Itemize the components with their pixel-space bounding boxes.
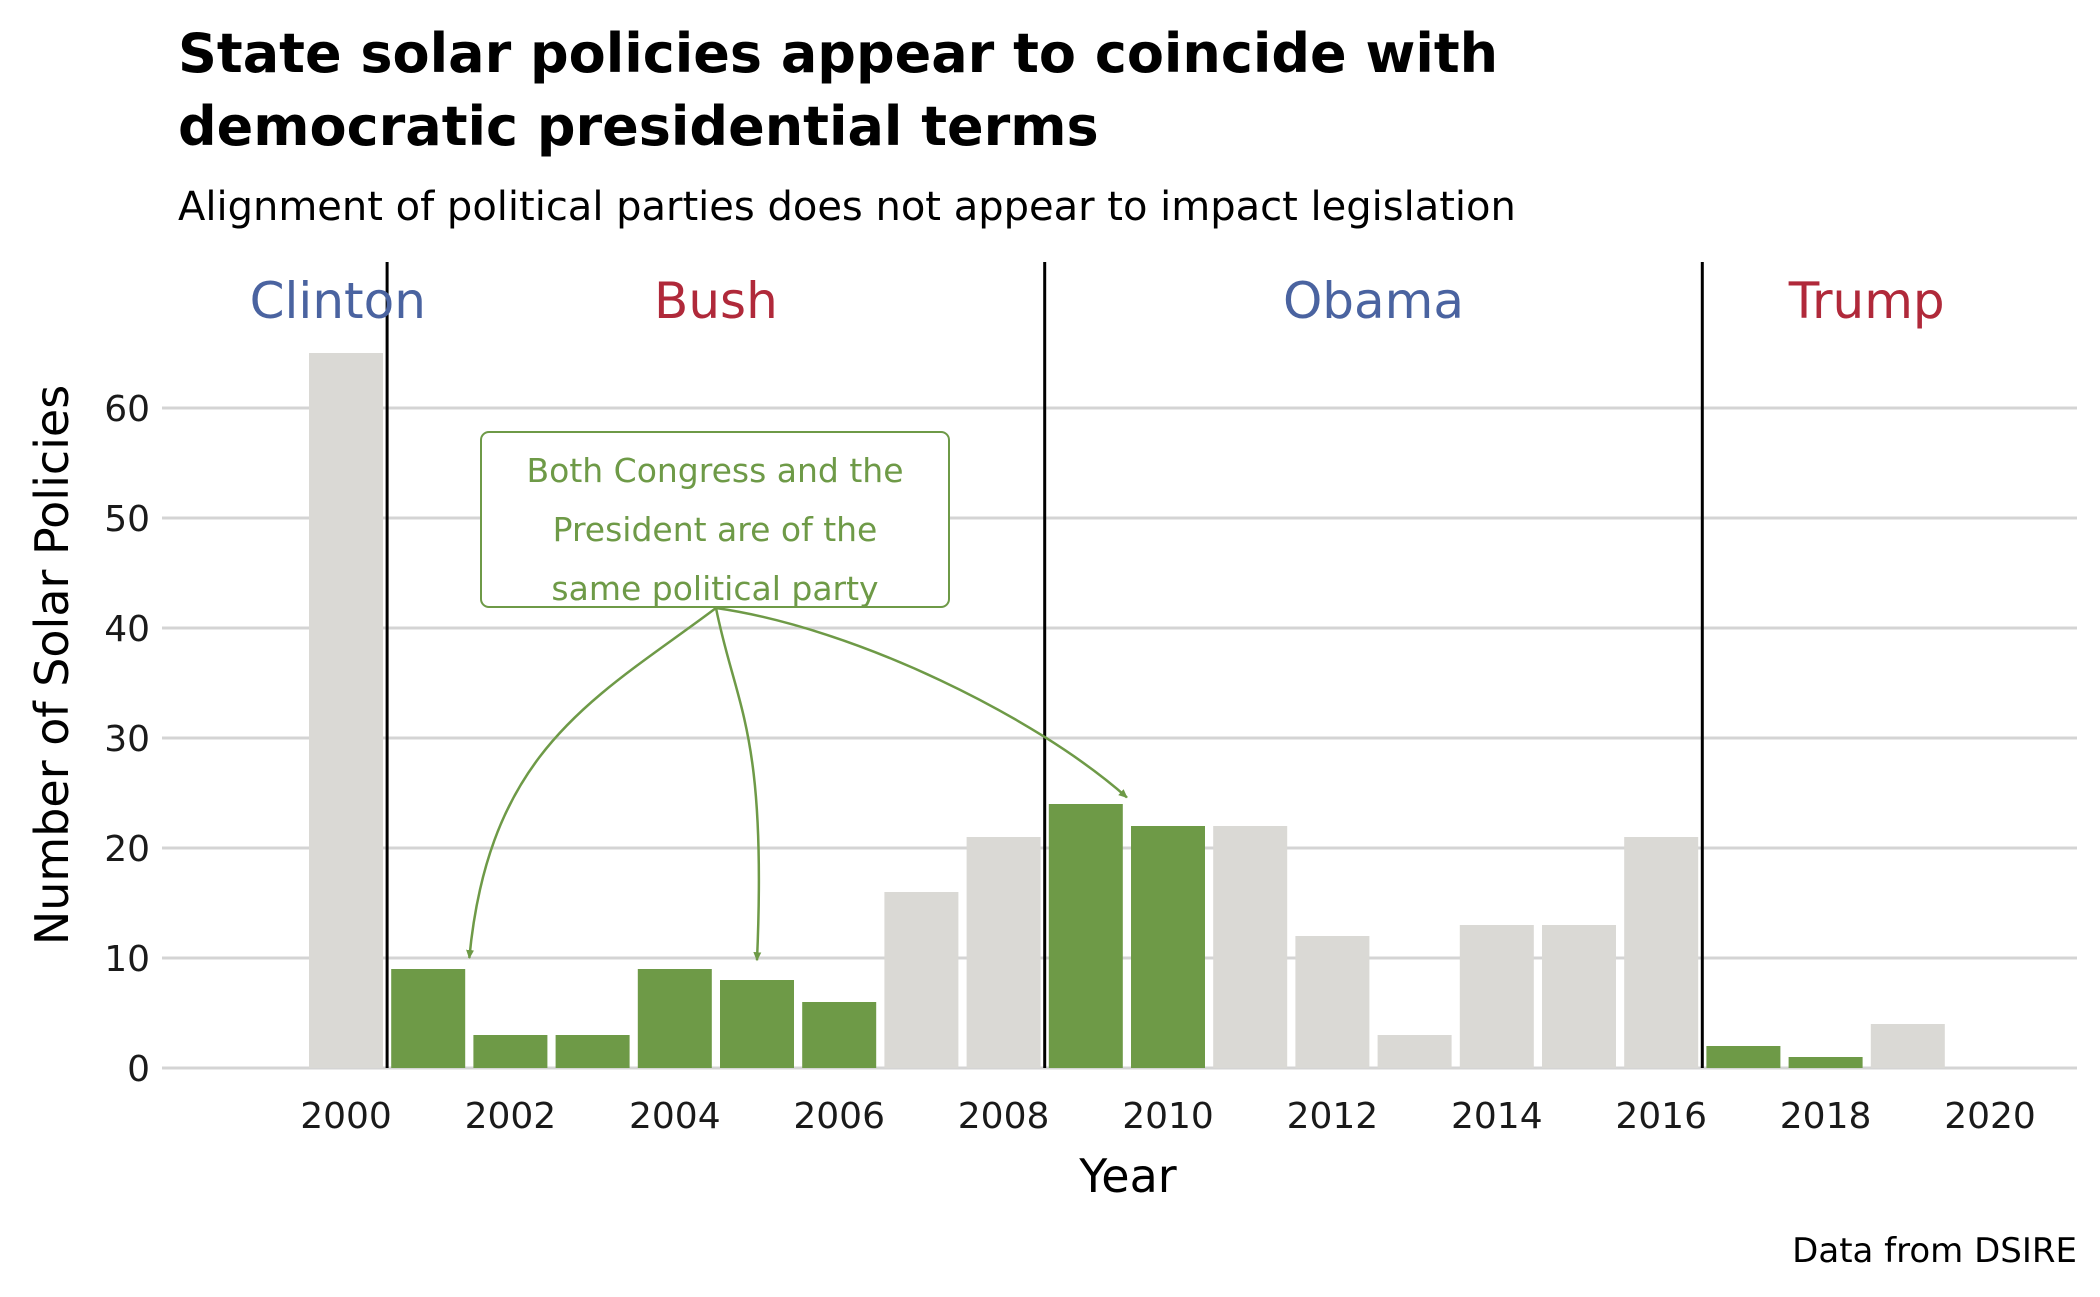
x-tick-label: 2000 <box>300 1096 392 1137</box>
x-tick-label: 2008 <box>958 1096 1050 1137</box>
y-tick-label: 10 <box>104 939 150 980</box>
x-tick-label: 2018 <box>1780 1096 1872 1137</box>
annotation-line: Both Congress and the <box>526 451 903 490</box>
bar <box>473 1035 548 1068</box>
term-label: Bush <box>654 272 778 330</box>
x-tick-label: 2006 <box>793 1096 885 1137</box>
y-tick-label: 60 <box>104 389 150 430</box>
bar <box>802 1002 877 1068</box>
y-tick-label: 50 <box>104 499 150 540</box>
annotation-arrow <box>466 606 717 959</box>
caption: Data from DSIRE <box>1792 1231 2077 1271</box>
chart-subtitle: Alignment of political parties does not … <box>178 184 1516 230</box>
bar <box>720 980 794 1068</box>
chart-title-line-2: democratic presidential terms <box>178 95 1099 158</box>
bar <box>1377 1035 1452 1068</box>
y-axis-ticks: 0 10 20 30 40 50 60 <box>104 389 150 1090</box>
bar <box>637 969 712 1068</box>
x-axis-ticks: 2000 2002 2004 2006 2008 2010 2012 2014 2016 2018… <box>300 1096 2036 1137</box>
bar <box>1788 1057 1863 1068</box>
bar <box>1459 925 1534 1068</box>
term-labels: Clinton Bush Obama Trump <box>250 272 1945 330</box>
bar <box>391 969 466 1068</box>
y-tick-label: 40 <box>104 609 150 650</box>
bar <box>1295 936 1370 1068</box>
x-tick-label: 2014 <box>1451 1096 1543 1137</box>
bar <box>1048 804 1123 1068</box>
y-tick-label: 20 <box>104 829 150 870</box>
term-label: Clinton <box>250 272 426 330</box>
bar <box>1131 826 1205 1068</box>
bars <box>309 353 1945 1068</box>
chart-title-line-1: State solar policies appear to coincide … <box>178 22 1498 85</box>
term-boundaries <box>385 262 1704 1068</box>
bar <box>1213 826 1288 1068</box>
x-tick-label: 2012 <box>1287 1096 1379 1137</box>
bar <box>1542 925 1616 1068</box>
bar <box>1870 1024 1945 1068</box>
y-tick-label: 30 <box>104 719 150 760</box>
x-tick-label: 2002 <box>465 1096 557 1137</box>
annotation: Both Congress and the President are of th… <box>466 431 1128 962</box>
annotation-arrow <box>715 606 1128 799</box>
bar <box>555 1035 630 1068</box>
annotation-arrow <box>714 607 762 962</box>
bar <box>966 837 1041 1068</box>
x-tick-label: 2020 <box>1944 1096 2036 1137</box>
annotation-line: same political party <box>551 569 878 608</box>
x-tick-label: 2004 <box>629 1096 721 1137</box>
annotation-arrows <box>466 606 1128 962</box>
term-label: Trump <box>1788 272 1945 330</box>
annotation-box <box>480 431 950 608</box>
annotation-line: President are of the <box>553 510 878 549</box>
bar <box>884 892 959 1068</box>
x-axis-title: Year <box>1078 1149 1176 1203</box>
y-axis-title: Number of Solar Policies <box>25 385 79 945</box>
bar <box>309 353 383 1068</box>
bar <box>1624 837 1699 1068</box>
x-tick-label: 2010 <box>1122 1096 1214 1137</box>
x-tick-label: 2016 <box>1615 1096 1707 1137</box>
annotation-text: Both Congress and the President are of th… <box>526 451 903 608</box>
y-tick-label: 0 <box>127 1049 150 1090</box>
bar <box>1706 1046 1781 1068</box>
term-label: Obama <box>1283 272 1464 330</box>
